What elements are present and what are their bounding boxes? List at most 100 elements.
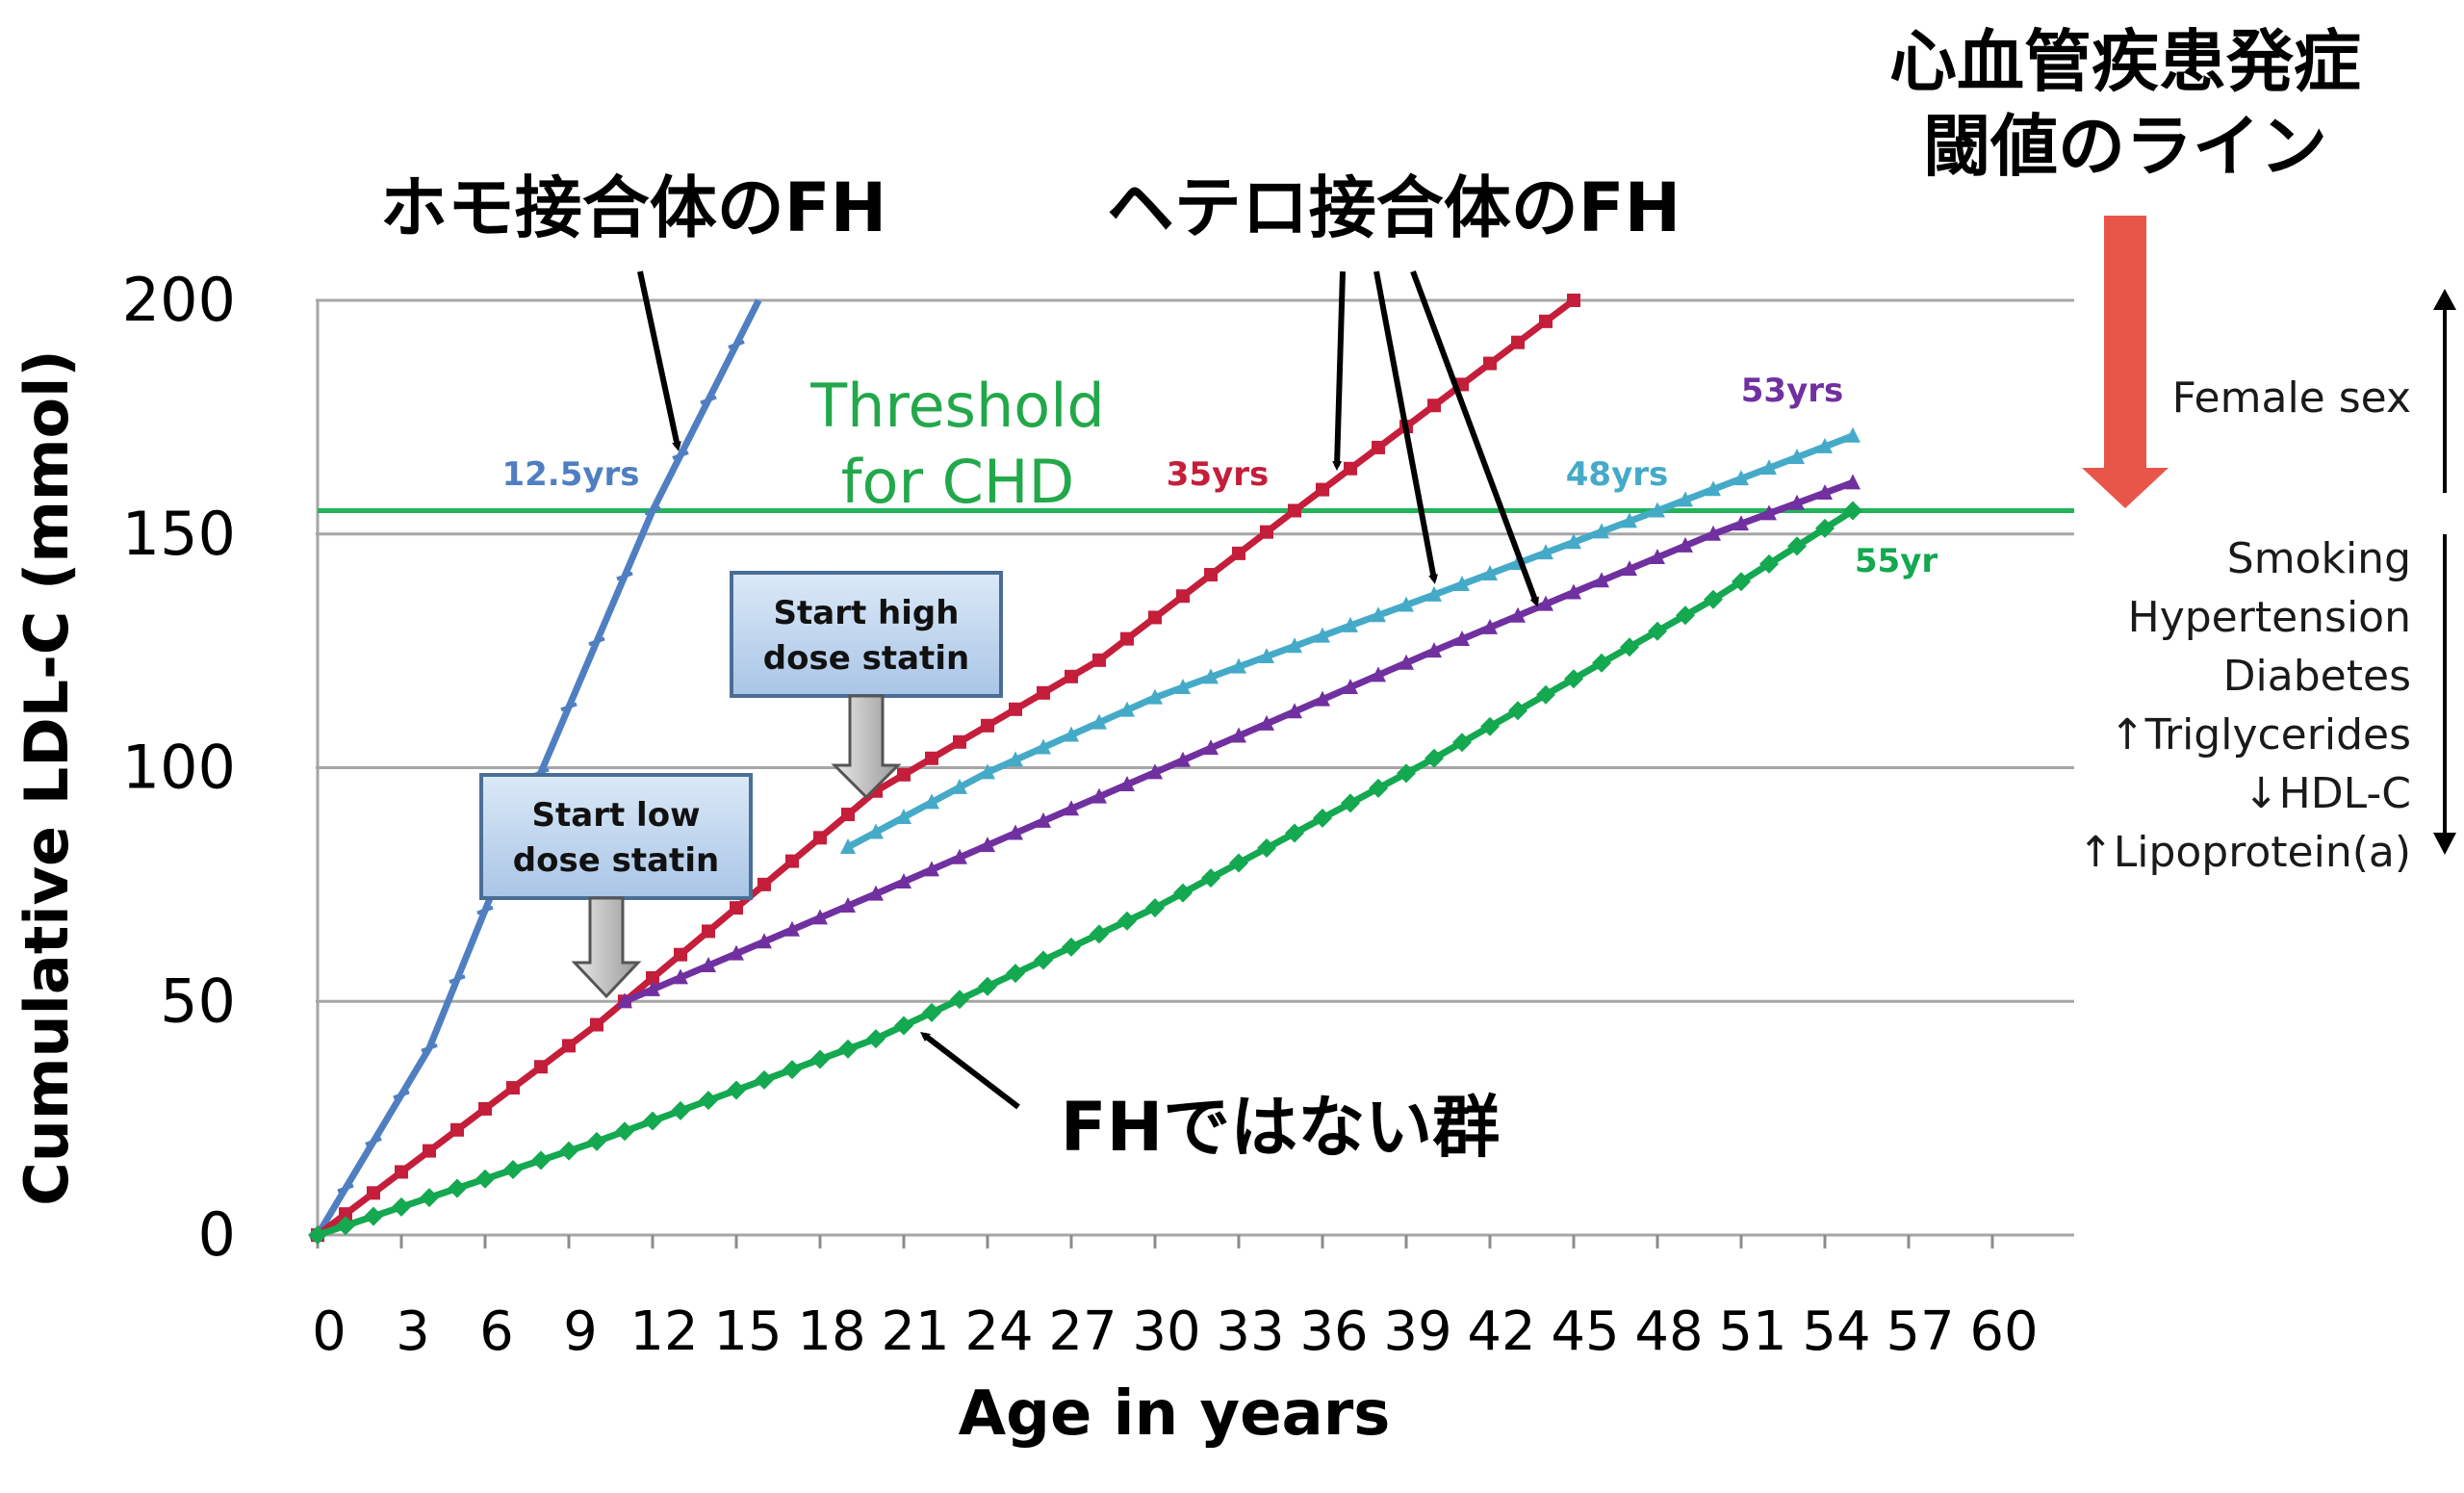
data-point [922,1002,941,1022]
data-point [1034,950,1053,970]
start-high-dose-callout: Start high dose statin [730,571,1003,800]
data-point [866,1029,886,1049]
data-point [1539,314,1553,328]
data-point [701,957,716,973]
data-point [339,1207,352,1222]
x-tick-label: 36 [1299,1300,1368,1363]
data-point [1064,800,1079,816]
x-tick-label: 12 [629,1300,698,1363]
data-point [1201,868,1220,888]
series-label-hetero-untreated: 35yrs [1167,455,1269,494]
risk-factor-item: Hypertension [2128,593,2411,642]
series-layer [308,294,1862,1245]
y-tick-label: 200 [122,265,236,335]
data-point [1620,637,1639,657]
data-point [420,1188,439,1208]
data-point [1287,703,1302,719]
data-point [1789,448,1805,464]
x-tick-label: 30 [1132,1300,1200,1363]
data-point [812,909,828,925]
y-tick-label: 150 [122,499,236,569]
data-point [1815,518,1835,538]
series-label-non-fh: 55yr [1855,542,1938,580]
data-point [1538,595,1553,611]
x-tick-label: 48 [1634,1300,1703,1363]
data-point [646,970,659,985]
x-tick-label: 15 [713,1300,782,1363]
data-point [950,990,969,1010]
data-point [980,763,995,780]
grid-lines [316,298,2074,1003]
data-point [785,854,799,868]
data-point [1065,669,1078,683]
data-point [1426,642,1442,658]
cvd-threshold-title-line1: 心血管疾患発症 [1889,22,2361,101]
female-sex-arrow [2433,289,2456,493]
data-point [503,1160,523,1180]
data-point [1510,606,1526,623]
x-tick-label: 54 [1802,1300,1870,1363]
data-point [1090,924,1109,944]
data-point [615,1121,634,1142]
data-point [1817,484,1833,501]
risk-factor-list: Smoking Hypertension Diabetes ↑Triglycer… [2078,534,2411,877]
data-point [450,1122,464,1137]
data-point [1508,701,1527,721]
data-point [1399,596,1414,612]
start-low-line1: Start low [532,796,701,835]
hetero-arrow-3 [1410,270,1539,607]
data-point [1483,356,1497,371]
data-point [336,1216,355,1236]
data-point [981,718,994,733]
data-point [1008,824,1023,840]
x-tick-label: 18 [797,1300,865,1363]
data-point [562,1039,576,1053]
data-point [617,992,632,1009]
data-point [1091,787,1107,804]
data-point [1260,525,1273,539]
data-point [478,1101,492,1116]
data-point [1704,589,1723,609]
data-point [1452,733,1472,753]
risk-factor-item: ↑Triglycerides [2110,710,2411,759]
data-point [1706,525,1721,541]
data-point [1119,701,1135,717]
data-point [616,571,633,581]
data-point [1650,502,1665,518]
data-point [1313,808,1332,828]
data-point [784,920,800,937]
data-point [1511,335,1525,349]
data-point [783,1060,802,1080]
data-point [1092,653,1106,667]
data-point [952,778,967,794]
data-point [1424,748,1444,768]
data-point [755,1069,774,1090]
cvd-threshold-title-line2: 閾値のライン [1923,107,2327,186]
data-point [757,877,771,891]
data-point [728,340,745,349]
series-label-homozygous: 12.5yrs [501,455,639,494]
data-point [1566,583,1581,600]
data-point [1147,688,1163,705]
data-point [671,1100,690,1120]
data-point [1761,459,1777,476]
data-point [1175,678,1191,694]
data-point [1732,572,1751,592]
risk-factor-item: Smoking [2227,534,2411,583]
data-point [1062,937,1081,957]
data-point [1369,778,1388,798]
x-tick-label: 21 [881,1300,949,1363]
data-point [894,1016,913,1036]
risk-factor-item: Diabetes [2223,652,2411,701]
data-point [1536,684,1555,705]
data-point [559,1141,578,1161]
data-point [421,1043,438,1053]
x-axis-title: Age in years [959,1378,1391,1450]
data-point [1344,461,1357,476]
red-down-arrow [2082,216,2169,508]
x-tick-labels: 0 3 6 9 12 15 18 21 24 27 30 33 36 39 42 45 48 51 54 57 60 [312,1235,2039,1363]
data-point [1372,440,1385,454]
data-point [840,838,856,855]
data-point [729,944,744,961]
data-point [1371,666,1386,682]
